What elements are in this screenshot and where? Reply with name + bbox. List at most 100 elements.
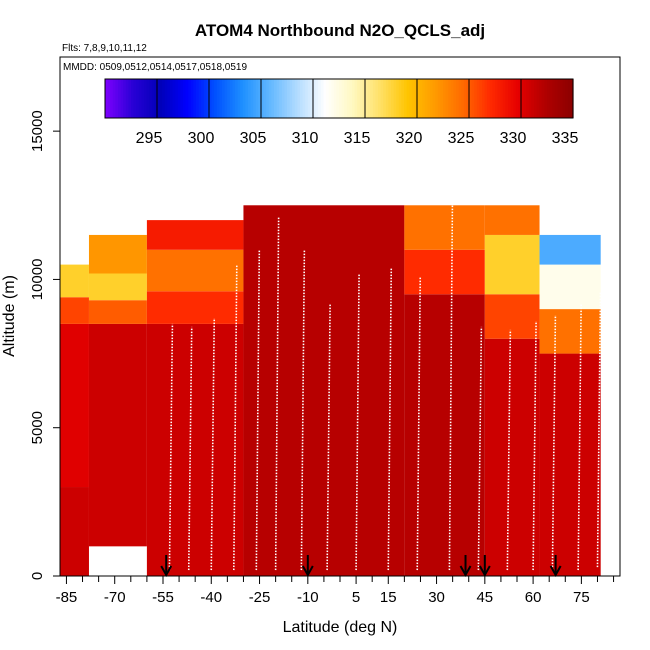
colorbar-segment (448, 79, 452, 118)
colorbar-segment (534, 79, 538, 118)
colorbar-segment (401, 79, 405, 118)
colorbar-segment (320, 79, 324, 118)
colorbar-segment (487, 79, 491, 118)
colorbar-segment (331, 79, 335, 118)
colorbar-segment (248, 79, 252, 118)
colorbar-segment (206, 79, 210, 118)
colorbar-segment (258, 79, 262, 118)
colorbar-segment (422, 79, 426, 118)
x-tick-label: -40 (200, 589, 222, 606)
colorbar-segment (344, 79, 348, 118)
x-axis-label: Latitude (deg N) (283, 619, 398, 636)
colorbar-segment (445, 79, 449, 118)
colorbar-segment (172, 79, 176, 118)
colorbar-segment (154, 79, 158, 118)
colorbar-segment (562, 79, 566, 118)
x-tick-label: -70 (104, 589, 126, 606)
colorbar-segment (359, 79, 363, 118)
flight-track (596, 291, 602, 568)
heatmap-cell (243, 205, 405, 576)
colorbar-segment (380, 79, 384, 118)
colorbar-segment (554, 79, 558, 118)
colorbar-segment (287, 79, 291, 118)
heatmap-cell (60, 297, 89, 324)
colorbar-segment (495, 79, 499, 118)
x-tick-label: 30 (428, 589, 445, 606)
colorbar-segment (352, 79, 356, 118)
colorbar-segment (505, 79, 509, 118)
heatmap-cell (404, 205, 485, 250)
flight-track (326, 303, 331, 571)
colorbar-segment (115, 79, 119, 118)
colorbar-segment (424, 79, 428, 118)
heatmap-cell (60, 323, 89, 488)
colorbar-segment (385, 79, 389, 118)
colorbar-segment (406, 79, 410, 118)
colorbar-segment (242, 79, 246, 118)
y-tick-label: 0 (29, 572, 46, 580)
heatmap-cell (404, 294, 485, 576)
heatmap-cell (539, 353, 601, 576)
y-tick-label: 10000 (29, 259, 46, 301)
colorbar-segment (149, 79, 153, 118)
colorbar-segment (198, 79, 202, 118)
flight-track (387, 267, 393, 571)
colorbar-segment (211, 79, 215, 118)
flight-track (532, 320, 537, 571)
colorbar-tick-label: 325 (448, 130, 475, 147)
colorbar-tick-label: 295 (136, 130, 163, 147)
colorbar-segment (177, 79, 181, 118)
colorbar-segment (157, 79, 161, 118)
flight-track (577, 303, 582, 571)
heatmap-cell (60, 487, 89, 576)
colorbar-segment (458, 79, 462, 118)
colorbar-segment (125, 79, 129, 118)
colorbar-segment (240, 79, 244, 118)
colorbar-segment (136, 79, 140, 118)
x-tick-label: 5 (352, 589, 360, 606)
heatmap-cell (88, 323, 147, 547)
colorbar-segment (370, 79, 374, 118)
colorbar-segment (549, 79, 553, 118)
colorbar-segment (162, 79, 166, 118)
colorbar-segment (333, 79, 337, 118)
colorbar-segment (479, 79, 483, 118)
colorbar-segment (541, 79, 545, 118)
colorbar-segment (466, 79, 470, 118)
colorbar-segment (492, 79, 496, 118)
colorbar-segment (502, 79, 506, 118)
colorbar-segment (183, 79, 187, 118)
arrow-marker-head (478, 565, 491, 578)
colorbar-segment (515, 79, 519, 118)
colorbar-segment (284, 79, 288, 118)
colorbar-segment (219, 79, 223, 118)
colorbar-segment (544, 79, 548, 118)
heatmap-cell (88, 300, 147, 324)
heatmap-cell (484, 294, 540, 339)
colorbar-segment (307, 79, 311, 118)
colorbar-tick-label: 310 (292, 130, 319, 147)
colorbar-segment (229, 79, 233, 118)
colorbar-segment (118, 79, 122, 118)
colorbar-segment (107, 79, 111, 118)
colorbar-segment (510, 79, 514, 118)
flight-track (255, 249, 261, 571)
colorbar-segment (110, 79, 114, 118)
colorbar-segment (214, 79, 218, 118)
y-axis: 0 5000 10000 15000 (29, 110, 60, 580)
y-axis-label: Altitude (m) (1, 275, 18, 357)
colorbar-segment (274, 79, 278, 118)
colorbar-segment (302, 79, 306, 118)
colorbar-segment (123, 79, 127, 118)
colorbar-segment (341, 79, 345, 118)
flights-subtitle: Flts: 7,8,9,10,11,12 (62, 43, 147, 54)
colorbar-segment (209, 79, 213, 118)
colorbar-segment (261, 79, 265, 118)
colorbar-segment (430, 79, 434, 118)
colorbar-segment (289, 79, 293, 118)
colorbar-segment (224, 79, 228, 118)
heatmap-cell (146, 291, 244, 324)
chart-title: ATOM4 Northbound N2O_QCLS_adj (195, 21, 485, 40)
heatmap-cell (88, 234, 147, 274)
colorbar-tick-label: 300 (188, 130, 215, 147)
